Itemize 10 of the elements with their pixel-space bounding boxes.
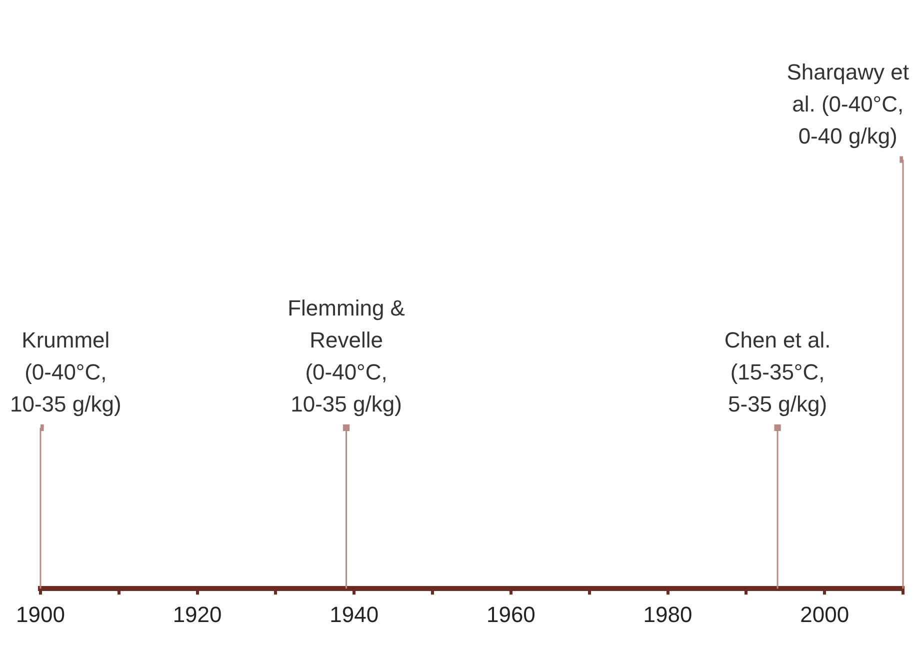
annotation: Krummel (0-40°C, 10-35 g/kg) (10, 328, 122, 417)
x-tick-label: 1960 (486, 602, 536, 627)
annotation: Chen et al. (15-35°C, 5-35 g/kg) (724, 328, 831, 417)
annotation: Flemming & Revelle (0-40°C, 10-35 g/kg) (288, 296, 406, 417)
x-tick-label: 1940 (330, 602, 379, 627)
annotation: Sharqawy et al. (0-40°C, 0-40 g/kg) (786, 60, 910, 149)
x-tick-label: 2000 (800, 602, 850, 627)
x-tick-label: 1900 (16, 602, 65, 627)
x-tick-label: 1980 (643, 602, 692, 627)
x-tick-label: 1920 (172, 602, 222, 627)
